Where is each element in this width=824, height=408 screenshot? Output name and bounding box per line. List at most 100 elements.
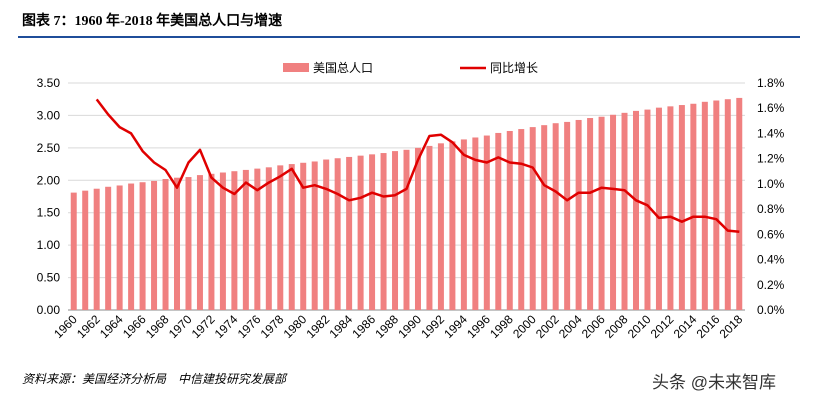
bar xyxy=(495,132,502,310)
bar xyxy=(690,103,697,310)
y2-tick-label: 0.6% xyxy=(757,227,785,241)
x-tick-label: 1980 xyxy=(281,312,310,341)
bar xyxy=(196,175,203,310)
bar xyxy=(346,156,353,310)
bar xyxy=(323,159,330,310)
y2-tick-label: 0.8% xyxy=(757,202,785,216)
bar xyxy=(736,97,743,310)
bar xyxy=(151,180,158,310)
bar xyxy=(460,139,467,310)
bar xyxy=(300,162,307,310)
bar xyxy=(162,178,169,310)
bar xyxy=(449,141,456,310)
x-tick-label: 1964 xyxy=(97,312,126,341)
source-note: 资料来源：美国经济分析局 中信建投研究发展部 xyxy=(22,372,288,386)
legend-label: 美国总人口 xyxy=(313,61,373,75)
x-tick-label: 2010 xyxy=(625,312,654,341)
bar xyxy=(541,125,548,311)
x-tick-label: 1966 xyxy=(120,312,149,341)
legend-label: 同比增长 xyxy=(490,61,538,75)
bar xyxy=(392,151,399,310)
bar xyxy=(644,109,651,310)
bar xyxy=(380,153,387,310)
bar xyxy=(219,172,226,310)
bar xyxy=(575,119,582,311)
x-tick-label: 1978 xyxy=(258,312,287,341)
bar xyxy=(587,118,594,310)
y2-tick-label: 1.0% xyxy=(757,177,785,191)
bar xyxy=(369,154,376,310)
bar xyxy=(483,135,490,310)
bar xyxy=(678,105,685,311)
bar xyxy=(139,182,146,310)
bar xyxy=(277,165,284,310)
x-tick-label: 2016 xyxy=(694,312,723,341)
bar xyxy=(713,100,720,310)
bar xyxy=(265,167,272,310)
y2-tick-label: 1.4% xyxy=(757,126,785,140)
y2-tick-label: 1.6% xyxy=(757,101,785,115)
bar xyxy=(564,121,571,311)
x-tick-label: 2014 xyxy=(671,312,700,341)
x-tick-label: 1982 xyxy=(304,312,333,341)
bar xyxy=(128,183,135,310)
y2-tick-label: 1.8% xyxy=(757,76,785,90)
bar xyxy=(414,147,421,310)
bar xyxy=(724,99,731,310)
bar xyxy=(231,171,238,310)
x-tick-label: 1976 xyxy=(235,312,264,341)
bar xyxy=(655,107,662,310)
y2-tick-label: 1.2% xyxy=(757,152,785,166)
x-tick-label: 1974 xyxy=(212,312,241,341)
bar xyxy=(610,114,617,310)
x-tick-label: 1986 xyxy=(349,312,378,341)
bar xyxy=(288,164,295,310)
watermark: 头条 @未来智库 xyxy=(652,373,776,392)
bar xyxy=(82,190,89,310)
bar xyxy=(552,123,559,310)
bar xyxy=(632,110,639,310)
x-tick-label: 1962 xyxy=(74,312,103,341)
y-tick-label: 2.50 xyxy=(37,141,61,155)
bar xyxy=(403,149,410,310)
x-tick-label: 1994 xyxy=(441,312,470,341)
x-tick-label: 1970 xyxy=(166,312,195,341)
x-tick-label: 1996 xyxy=(464,312,493,341)
bar xyxy=(529,127,536,310)
x-tick-label: 2000 xyxy=(510,312,539,341)
bar xyxy=(185,177,192,310)
bar xyxy=(506,130,513,310)
bar xyxy=(357,155,364,310)
x-tick-label: 2002 xyxy=(533,312,562,341)
x-tick-label: 1984 xyxy=(326,312,355,341)
legend-swatch xyxy=(283,63,309,72)
chart-title: 图表 7：1960 年-2018 年美国总人口与增速 xyxy=(22,12,282,29)
x-tick-label: 1968 xyxy=(143,312,172,341)
bar xyxy=(426,145,433,310)
bar xyxy=(105,186,112,310)
y-tick-label: 1.50 xyxy=(37,206,61,220)
x-tick-label: 1972 xyxy=(189,312,218,341)
y2-tick-label: 0.0% xyxy=(757,303,785,317)
bar xyxy=(518,129,525,310)
x-tick-label: 1992 xyxy=(418,312,447,341)
y-tick-label: 3.50 xyxy=(37,76,61,90)
y2-tick-label: 0.2% xyxy=(757,278,785,292)
x-tick-label: 1998 xyxy=(487,312,516,341)
bar xyxy=(208,173,215,310)
bar xyxy=(334,158,341,310)
x-tick-label: 1990 xyxy=(395,312,424,341)
y-tick-label: 0.50 xyxy=(37,271,61,285)
y-tick-label: 1.00 xyxy=(37,238,61,252)
bar xyxy=(598,116,605,311)
bar xyxy=(311,161,318,310)
y-tick-label: 0.00 xyxy=(37,303,61,317)
bar xyxy=(621,112,628,310)
x-tick-label: 1988 xyxy=(372,312,401,341)
x-tick-label: 2012 xyxy=(648,312,677,341)
bar xyxy=(437,143,444,310)
bar xyxy=(174,177,181,310)
bar xyxy=(667,106,674,310)
